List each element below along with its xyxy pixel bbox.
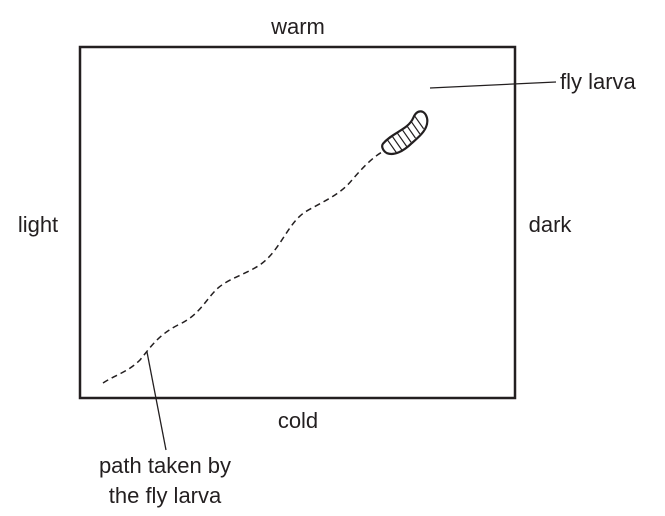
larva-segments (386, 115, 425, 154)
path-label: the fly larva (109, 483, 222, 508)
bottom-label: cold (278, 408, 318, 433)
top-label: warm (270, 14, 325, 39)
larva-leader (429, 81, 557, 89)
larva-label: fly larva (560, 69, 637, 94)
container (78, 45, 517, 400)
path-leader (146, 351, 167, 451)
right-label: dark (529, 212, 573, 237)
left-label: light (18, 212, 58, 237)
larva-path (102, 149, 387, 384)
path-label: path taken by (99, 453, 231, 478)
larva (381, 110, 429, 156)
